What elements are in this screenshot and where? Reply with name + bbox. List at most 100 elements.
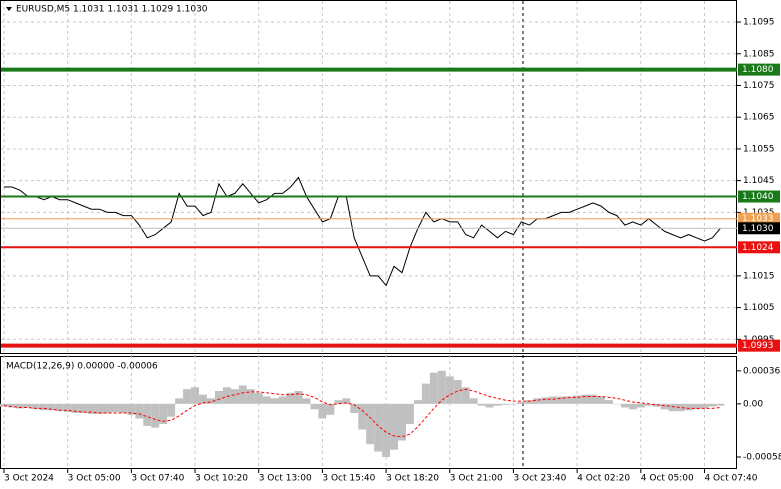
y-tick-label: 1.1065 xyxy=(743,113,775,123)
x-tick-label: 3 Oct 23:40 xyxy=(513,474,566,484)
x-tick-label: 4 Oct 02:20 xyxy=(577,474,630,484)
y-tick-label: 1.1095 xyxy=(743,18,775,28)
histogram-bar xyxy=(477,403,486,406)
histogram-bar xyxy=(382,403,391,457)
histogram-bar xyxy=(230,389,239,404)
histogram-bar xyxy=(294,391,303,404)
histogram-bar xyxy=(254,392,263,404)
histogram-bar xyxy=(95,403,104,414)
grid xyxy=(1,1,741,468)
histogram-bar xyxy=(15,403,24,409)
histogram-bar xyxy=(684,403,693,411)
histogram-bar xyxy=(31,403,40,410)
histogram-bar xyxy=(366,403,375,445)
histogram-bar xyxy=(652,403,661,407)
chart-title: EURUSD,M5 1.1031 1.1031 1.1029 1.1030 xyxy=(16,5,208,15)
y-tick-label: 0.00 xyxy=(743,399,763,409)
histogram-bar xyxy=(302,398,311,404)
histogram-bar xyxy=(103,403,112,413)
x-tick-label: 3 Oct 21:00 xyxy=(450,474,503,484)
histogram-bar xyxy=(318,403,327,419)
histogram-bar xyxy=(676,403,685,412)
level-label: 1.0993 xyxy=(742,341,774,351)
histogram-bar xyxy=(326,403,335,415)
y-tick-label: 1.1075 xyxy=(743,81,775,91)
histogram-bar xyxy=(23,403,32,408)
level-label-box xyxy=(738,222,780,235)
level-label-box xyxy=(738,212,780,225)
level-label-box xyxy=(738,190,780,203)
histogram-bar xyxy=(119,403,128,413)
histogram-bar xyxy=(175,398,184,404)
signal-line xyxy=(3,388,721,438)
histogram-bar xyxy=(398,403,406,441)
x-tick-label: 3 Oct 10:20 xyxy=(195,474,248,484)
histogram-bar xyxy=(63,403,72,413)
histogram-bar xyxy=(262,396,271,404)
histogram-bar xyxy=(461,387,470,404)
y-tick-label: 1.1045 xyxy=(743,176,775,186)
histogram-bar xyxy=(405,403,414,424)
level-label: 1.1080 xyxy=(742,65,774,75)
histogram-bar xyxy=(55,403,64,412)
histogram-bar xyxy=(517,402,526,404)
histogram-bar xyxy=(413,400,422,404)
histogram-bar xyxy=(286,392,295,404)
histogram-bar xyxy=(206,398,215,404)
histogram-bar xyxy=(151,403,160,428)
histogram-bar xyxy=(660,403,669,410)
histogram-bar xyxy=(716,403,725,406)
marks xyxy=(0,67,737,457)
histogram-bar xyxy=(429,372,438,404)
histogram-bar xyxy=(127,403,136,415)
histogram-bar xyxy=(692,403,701,410)
histogram-bar xyxy=(612,403,621,405)
histogram-bar xyxy=(246,389,255,404)
x-tick-label: 3 Oct 07:40 xyxy=(131,474,184,484)
y-tick-label: 0.00036 xyxy=(743,366,780,376)
histogram-bar xyxy=(509,403,518,405)
histogram-bar xyxy=(525,400,534,404)
histogram-bar xyxy=(493,403,502,406)
histogram-bar xyxy=(350,403,359,413)
x-tick-label: 3 Oct 05:00 xyxy=(68,474,121,484)
histogram-bar xyxy=(342,398,351,404)
histogram-bar xyxy=(270,398,279,404)
histogram-bar xyxy=(589,394,598,404)
level-label: 1.1030 xyxy=(742,224,774,234)
histogram-bar xyxy=(278,396,287,404)
y-tick-label: -0.00058 xyxy=(743,453,781,463)
x-tick-label: 4 Oct 05:00 xyxy=(641,474,694,484)
histogram-bar xyxy=(358,403,367,430)
histogram-bar xyxy=(700,403,709,409)
x-tick-label: 3 Oct 2024 xyxy=(4,474,54,484)
histogram-bar xyxy=(549,396,558,404)
histogram-bar xyxy=(604,400,613,404)
labels: 1.1095 1.1085 1.1075 1.1065 1.1055 1.1045 1.10… xyxy=(3,18,781,484)
x-tick-label: 3 Oct 18:20 xyxy=(386,474,439,484)
histogram-bar xyxy=(71,403,80,413)
price-panel xyxy=(0,0,737,354)
level-label: 1.1024 xyxy=(742,243,774,253)
histogram-bar xyxy=(374,403,383,452)
level-label-box xyxy=(738,339,780,352)
y-tick-label: 1.1005 xyxy=(743,303,775,313)
histogram-bar xyxy=(199,394,207,404)
histogram-bar xyxy=(445,376,454,404)
histogram-bar xyxy=(167,403,176,417)
histogram-bar xyxy=(541,397,550,404)
y-tick-label: 1.1055 xyxy=(743,144,775,154)
histogram-bar xyxy=(79,403,88,413)
y-tick-label: 1.1015 xyxy=(743,271,775,281)
histogram-bar xyxy=(597,396,605,404)
histogram-bar xyxy=(87,403,96,414)
level-label-box xyxy=(738,241,780,254)
histogram-bar xyxy=(620,403,629,408)
histogram-bar xyxy=(453,380,462,404)
histogram-bar xyxy=(557,396,566,404)
histogram-bar xyxy=(47,403,56,411)
histogram-bar xyxy=(222,387,231,404)
histogram-bar xyxy=(644,403,653,406)
histogram-bar xyxy=(581,394,590,404)
histogram-bar xyxy=(135,403,144,419)
